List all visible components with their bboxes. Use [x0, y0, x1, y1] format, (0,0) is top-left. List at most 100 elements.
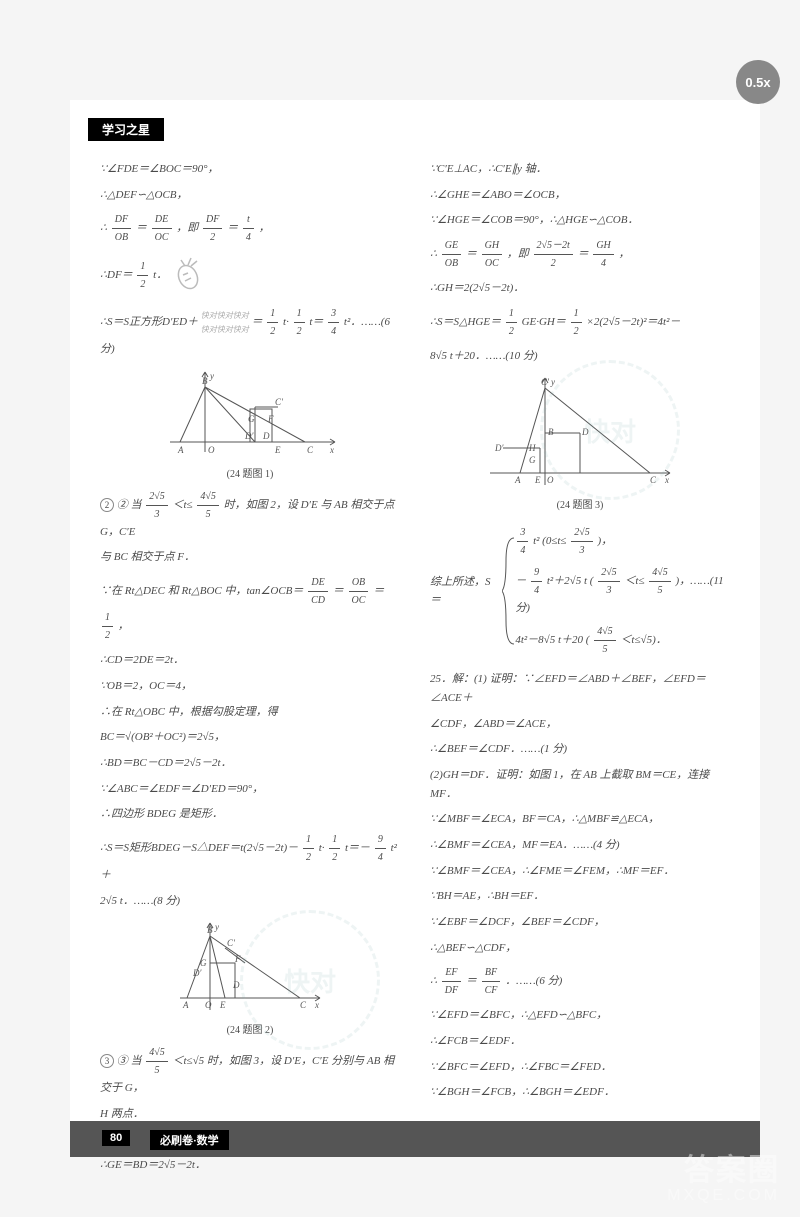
zoom-badge[interactable]: 0.5x — [736, 60, 780, 104]
figure-2: AOE BC C′F D′GD xy (24 题图 2) — [100, 918, 400, 1036]
text-line: ∴在 Rt△OBC 中，根据勾股定理，得 — [100, 703, 400, 722]
t: ∵在 Rt△DEC 和 Rt△BOC 中，tan∠OCB＝ — [100, 585, 303, 597]
text-line: ∴DF＝ 12 t． — [100, 253, 400, 298]
t: t＝－ — [345, 842, 370, 854]
text-line: ∴S＝S矩形BDEG－S△DEF＝t(2√5－2t)－ 12 t· 12 t＝－… — [100, 831, 400, 885]
svg-text:D: D — [232, 980, 240, 990]
fraction: 34 — [517, 524, 528, 559]
fraction: 94 — [531, 564, 542, 599]
fraction: 12 — [137, 258, 148, 293]
fraction: 4√55 — [594, 623, 616, 658]
t: ∴S＝S正方形D′ED＋ — [100, 316, 198, 328]
text-line: ∵BH＝AE，∴BH＝EF． — [430, 887, 730, 906]
page-label: 必刷卷·数学 — [150, 1130, 229, 1150]
svg-text:F: F — [267, 414, 274, 424]
text-line: 25．解：(1) 证明：∵∠EFD＝∠ABD＋∠BEF，∠EFD＝∠ACE＋ — [430, 670, 730, 707]
svg-text:A: A — [514, 475, 521, 485]
brace-cases: 综上所述，S＝ 34 t² (0≤t≤ 2√53 )， － 94 t²＋2√5 … — [430, 519, 730, 663]
t: ＝ — [227, 222, 241, 234]
fraction: 12 — [329, 831, 340, 866]
t: ，即 — [507, 248, 529, 260]
t: ＜t≤√5 时，如图 3，设 D′E，C′E 分别与 AB 相交于 G， — [100, 1055, 394, 1094]
figure-1: AO BC C′G FD′ DE xy (24 题图 1) — [100, 367, 400, 480]
svg-text:F: F — [234, 954, 241, 964]
text-line: 2√5 t．……(8 分) — [100, 892, 400, 911]
t: t． — [153, 269, 167, 281]
text-line: ∴S＝S△HGE＝ 12 GE·GH＝ 12 ×2(2√5－2t)²＝4t²－ — [430, 305, 730, 340]
svg-text:C: C — [300, 1000, 307, 1010]
t: ， — [118, 620, 129, 632]
text-line: ∴四边形 BDEG 是矩形． — [100, 805, 400, 824]
text-line: BC＝√(OB²＋OC²)＝2√5， — [100, 728, 400, 747]
footer-bar: 80 必刷卷·数学 — [70, 1121, 760, 1157]
right-column: ∵C′E⊥AC，∴C′E∥y 轴． ∴∠GHE＝∠ABO＝∠OCB， ∵∠HGE… — [430, 153, 730, 1182]
fraction: 94 — [375, 831, 386, 866]
text-line: 34 t² (0≤t≤ 2√53 )， — [515, 524, 730, 559]
t: － — [515, 575, 526, 587]
carrot-icon — [170, 253, 210, 298]
svg-text:E: E — [219, 1000, 226, 1010]
figure-caption: (24 题图 2) — [100, 1021, 400, 1036]
svg-text:C: C — [650, 475, 657, 485]
t: ＝ — [136, 222, 150, 234]
fraction: 4√55 — [649, 564, 671, 599]
fraction: 4√55 — [146, 1044, 168, 1079]
svg-text:C′: C′ — [541, 377, 550, 387]
t: ＜t≤√5)． — [620, 634, 666, 646]
fraction: 2√5－2t2 — [534, 237, 573, 272]
svg-text:O: O — [208, 445, 215, 455]
fraction: DF2 — [203, 211, 222, 246]
svg-text:E: E — [274, 445, 281, 455]
text-line: ∵在 Rt△DEC 和 Rt△BOC 中，tan∠OCB＝ DECD ＝ OBO… — [100, 574, 400, 644]
text-line: ∵∠ABC＝∠EDF＝∠D′ED＝90°， — [100, 780, 400, 799]
svg-text:y: y — [209, 371, 214, 381]
text-line: ∴△BEF∽△CDF， — [430, 939, 730, 958]
fraction: OBOC — [349, 574, 369, 609]
svg-text:G: G — [248, 414, 255, 424]
text-line: ∴∠BMF＝∠CEA，MF＝EA．……(4 分) — [430, 836, 730, 855]
text-line: 8√5 t＋20．……(10 分) — [430, 347, 730, 366]
header-tab: 学习之星 — [88, 118, 164, 141]
t: )， — [597, 535, 612, 547]
fraction: BFCF — [482, 964, 501, 999]
t: ＝ — [333, 585, 344, 597]
fraction: 2√53 — [571, 524, 593, 559]
fraction: 12 — [303, 831, 314, 866]
t: ＜t≤ — [173, 499, 196, 511]
fraction: GHOC — [482, 237, 502, 272]
content-columns: ∵∠FDE＝∠BOC＝90°， ∴△DEF∽△OCB， ∴ DFOB ＝ DEO… — [70, 153, 760, 1182]
fraction: GEOB — [442, 237, 461, 272]
left-brace-icon — [502, 536, 515, 646]
svg-text:y: y — [214, 922, 219, 932]
text-line: ∴∠BEF＝∠CDF．……(1 分) — [430, 740, 730, 759]
svg-text:B: B — [202, 376, 208, 386]
svg-text:D: D — [262, 431, 270, 441]
page: 学习之星 快对 快对 ∵∠FDE＝∠BOC＝90°， ∴△DEF∽△OCB， ∴… — [70, 100, 760, 1157]
fraction: DFOB — [112, 211, 131, 246]
svg-text:E: E — [534, 475, 541, 485]
svg-text:y: y — [550, 377, 555, 387]
t: t· — [283, 316, 289, 328]
text-line: (2)GH＝DF．证明：如图 1，在 AB 上截取 BM＝CE，连接 MF． — [430, 766, 730, 803]
t: ， — [619, 248, 630, 260]
t: 综上所述，S＝ — [430, 573, 498, 610]
svg-text:B: B — [548, 427, 554, 437]
circled-num: 2 — [100, 498, 114, 512]
t: ，即 — [176, 222, 198, 234]
text-line: ∴ EFDF ＝ BFCF ．……(6 分) — [430, 964, 730, 999]
watermark-line: MXQE.COM — [667, 1187, 780, 1205]
t: t² (0≤t≤ — [533, 535, 566, 547]
text-line: ∴∠GHE＝∠ABO＝∠OCB， — [430, 186, 730, 205]
fraction: 12 — [571, 305, 582, 340]
text-line: ∴∠FCB＝∠EDF． — [430, 1032, 730, 1051]
text-line: 3 ③ 当 4√55 ＜t≤√5 时，如图 3，设 D′E，C′E 分别与 AB… — [100, 1044, 400, 1098]
t: ∴S＝S矩形BDEG－S△DEF＝t(2√5－2t)－ — [100, 842, 298, 854]
text-line: ∵∠EBF＝∠DCF，∠BEF＝∠CDF， — [430, 913, 730, 932]
page-number: 80 — [102, 1130, 130, 1146]
fraction: DECD — [308, 574, 328, 609]
fraction: 12 — [294, 305, 305, 340]
text-line: ∵∠MBF＝∠ECA，BF＝CA，∴△MBF≌△ECA， — [430, 810, 730, 829]
fraction: 12 — [506, 305, 517, 340]
svg-text:H: H — [528, 443, 536, 453]
figure-caption: (24 题图 1) — [100, 465, 400, 480]
